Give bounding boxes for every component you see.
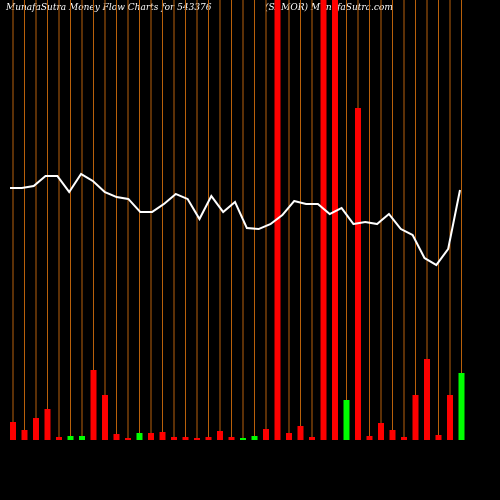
bar — [435, 435, 442, 440]
bar — [355, 108, 361, 440]
bar — [33, 418, 39, 440]
bar — [56, 437, 62, 440]
bar — [286, 433, 292, 440]
bar — [182, 437, 189, 440]
bar — [447, 395, 453, 440]
bar — [79, 436, 85, 440]
bar — [309, 437, 315, 440]
bar — [424, 359, 430, 440]
bar — [240, 438, 246, 440]
bar — [113, 434, 120, 440]
bar — [274, 0, 281, 440]
bar — [389, 430, 396, 440]
bar — [401, 437, 407, 440]
bar — [412, 395, 419, 440]
bar — [125, 438, 131, 440]
bar — [21, 430, 28, 440]
bar — [90, 370, 97, 440]
line — [10, 172, 461, 267]
bar — [228, 437, 235, 440]
bar — [148, 433, 154, 440]
bar — [102, 395, 108, 440]
bar — [171, 437, 177, 440]
bar — [297, 426, 304, 440]
bar — [320, 0, 327, 440]
bar — [378, 423, 384, 440]
bar — [263, 429, 269, 440]
bar — [159, 432, 166, 440]
bar — [343, 400, 350, 440]
bar — [205, 437, 212, 440]
bar — [67, 436, 74, 440]
chart-subtitle: (SAMOR) MunafaSutra.com — [265, 2, 393, 13]
bar — [194, 438, 200, 440]
bar — [366, 436, 373, 440]
bar — [217, 431, 223, 440]
bar — [332, 0, 338, 440]
chart-title: MunafaSutra Money Flow Charts for 543376 — [5, 3, 212, 13]
bar — [136, 433, 143, 440]
bar — [251, 436, 258, 440]
bar — [10, 422, 16, 440]
bar — [44, 409, 51, 440]
bar — [458, 373, 465, 440]
